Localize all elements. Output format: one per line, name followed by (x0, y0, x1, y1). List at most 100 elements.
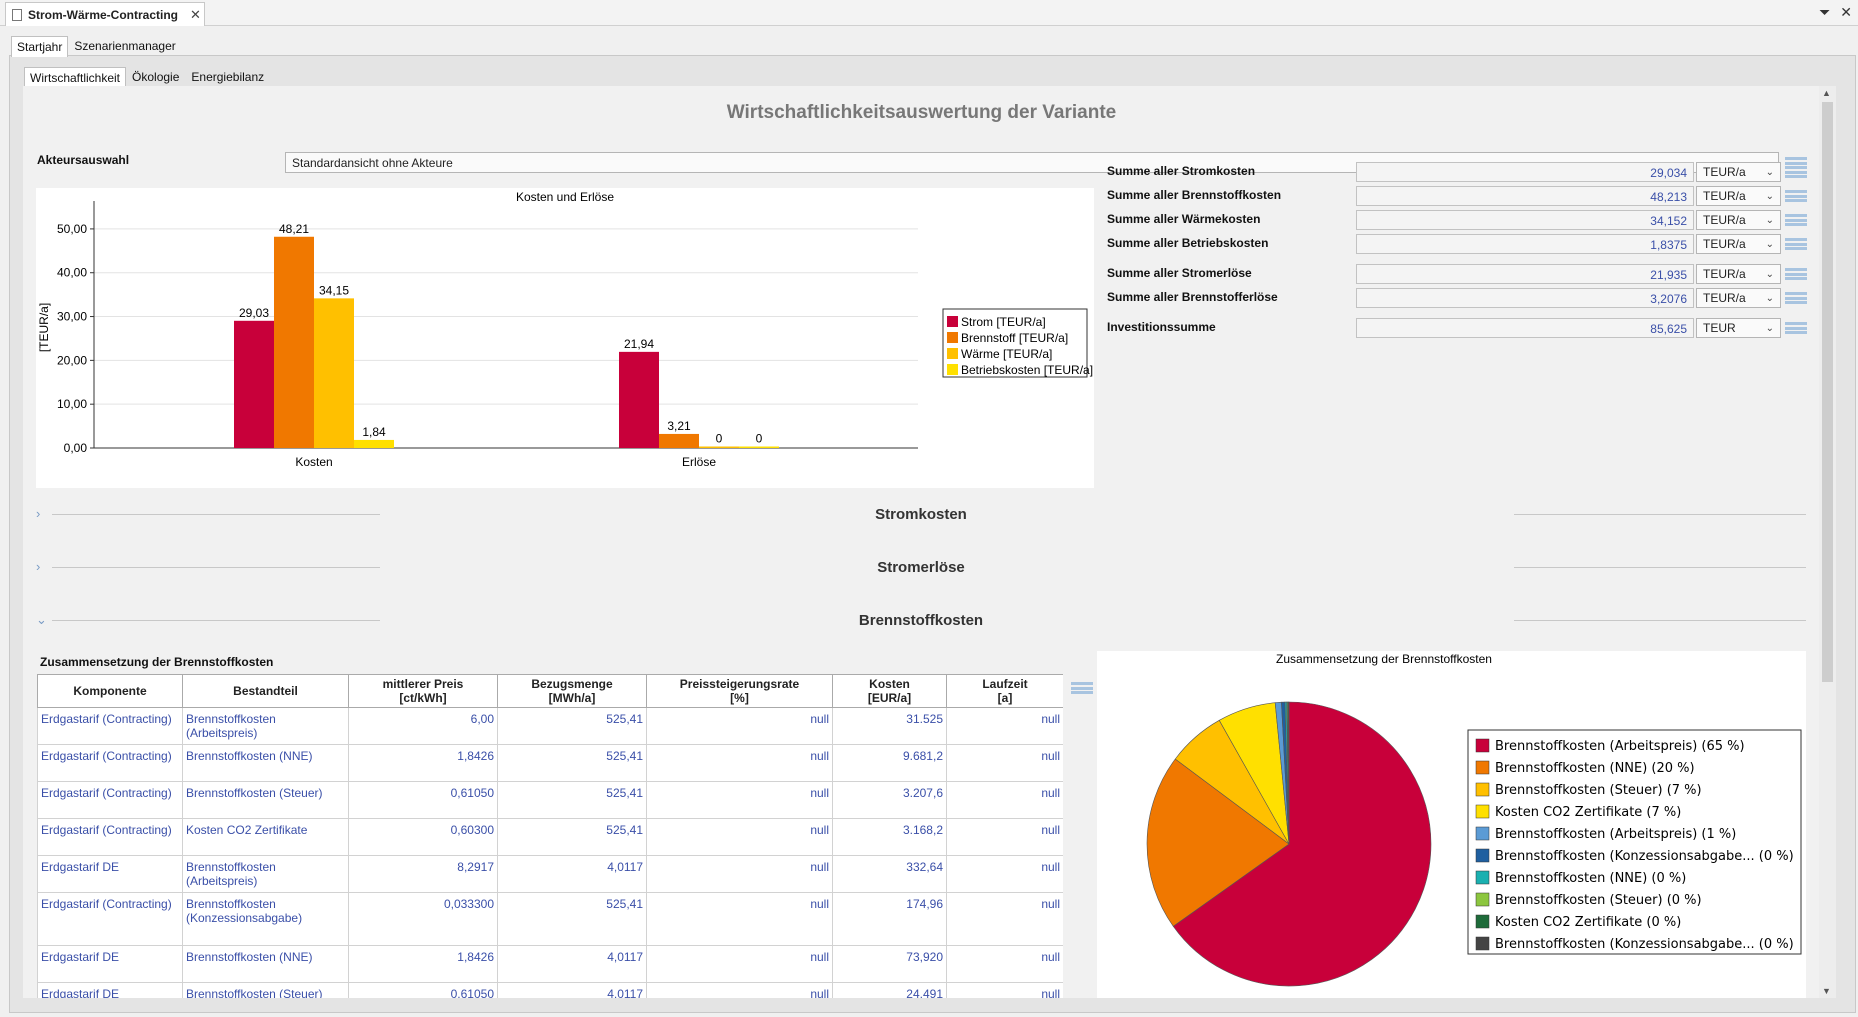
column-header[interactable]: Bezugsmenge [MWh/a] (497, 674, 647, 708)
section-stromerloese[interactable]: › Stromerlöse (36, 553, 1806, 583)
summary-unit-select-summe-aller-stromkosten[interactable]: TEUR/a ⌄ (1696, 162, 1781, 182)
table-cell[interactable]: Brennstoffkosten (Steuer) (182, 982, 349, 998)
summary-menu-icon[interactable] (1785, 189, 1807, 203)
table-cell[interactable]: Erdgastarif (Contracting) (37, 818, 183, 856)
chart-title: Kosten und Erlöse (516, 190, 614, 204)
summary-unit-select-investitionssumme[interactable]: TEUR ⌄ (1696, 318, 1781, 338)
summary-value-summe-aller-brennstofferl-se: 3,2076 (1356, 288, 1694, 308)
summary-menu-icon[interactable] (1785, 321, 1807, 335)
pie-legend-swatch (1475, 936, 1490, 951)
summary-menu-icon[interactable] (1785, 237, 1807, 251)
column-header[interactable]: Komponente (37, 674, 183, 708)
y-tick-label: 0,00 (64, 441, 88, 455)
bar-wärme (699, 446, 739, 448)
table-cell[interactable]: Brennstoffkosten (Steuer) (182, 781, 349, 819)
pie-title: Zusammensetzung der Brennstoffkosten (1276, 652, 1492, 666)
y-axis-label: [TEUR/a] (37, 303, 51, 352)
unit-value: TEUR/a (1703, 213, 1746, 227)
summary-unit-select-summe-aller-stromerl-se[interactable]: TEUR/a ⌄ (1696, 264, 1781, 284)
table-cell: null (646, 781, 833, 819)
table-cell: 1,8426 (348, 945, 498, 983)
expand-chevron-icon[interactable]: › (36, 506, 41, 521)
scrollbar-thumb[interactable] (1822, 102, 1833, 682)
table-cell[interactable]: Erdgastarif DE (37, 945, 183, 983)
table-row[interactable]: Erdgastarif DE Brennstoffkosten (Steuer) 0… (37, 982, 1063, 998)
scroll-down-icon[interactable]: ▼ (1822, 986, 1831, 996)
pie-slice (1172, 701, 1432, 987)
page-title: Wirtschaftlichkeitsauswertung der Varian… (726, 102, 1117, 123)
chevron-down-icon: ⌄ (1765, 166, 1774, 178)
tab-oekologie[interactable]: Ökologie (132, 70, 180, 84)
table-row[interactable]: Erdgastarif (Contracting) Brennstoffkoste… (37, 744, 1063, 782)
bar-betriebskosten (354, 439, 394, 448)
table-cell[interactable]: Erdgastarif DE (37, 855, 183, 893)
table-cell: null (646, 818, 833, 856)
table-row[interactable]: Erdgastarif DE Brennstoffkosten (Arbeitsp… (37, 855, 1063, 893)
view-menu-icon[interactable]: ⏷ (1819, 4, 1831, 20)
table-cell: null (946, 818, 1063, 856)
table-cell[interactable]: Brennstoffkosten (Arbeitspreis) (182, 707, 349, 745)
legend-swatch (947, 316, 958, 327)
collapse-chevron-icon[interactable]: ⌄ (36, 612, 47, 627)
summary-unit-select-summe-aller-brennstoffkosten[interactable]: TEUR/a ⌄ (1696, 186, 1781, 206)
summary-value-summe-aller-brennstoffkosten: 48,213 (1356, 186, 1694, 206)
section-stromkosten[interactable]: › Stromkosten (36, 500, 1806, 530)
summary-unit-select-summe-aller-betriebskosten[interactable]: TEUR/a ⌄ (1696, 234, 1781, 254)
table-row[interactable]: Erdgastarif (Contracting) Brennstoffkoste… (37, 781, 1063, 819)
table-cell[interactable]: Kosten CO2 Zertifikate (182, 818, 349, 856)
summary-menu-icon[interactable] (1785, 291, 1807, 305)
section-brennstoffkosten[interactable]: ⌄ Brennstoffkosten (36, 606, 1806, 636)
expand-chevron-icon[interactable]: › (36, 559, 41, 574)
tab-wirtschaftlichkeit[interactable]: Wirtschaftlichkeit (24, 67, 127, 88)
table-cell[interactable]: Erdgastarif (Contracting) (37, 781, 183, 819)
table-menu-icon[interactable] (1071, 681, 1093, 695)
table-header-row: Komponente Bestandteil mittlerer Preis [ct/… (37, 674, 1063, 708)
table-cell: 332,64 (832, 855, 947, 893)
summary-value-summe-aller-stromerl-se: 21,935 (1356, 264, 1694, 284)
column-header[interactable]: Laufzeit [a] (946, 674, 1063, 708)
vertical-scrollbar[interactable]: ▲ ▼ (1819, 86, 1836, 998)
window-tab-bar (0, 0, 1858, 26)
summary-menu-icon[interactable] (1785, 213, 1807, 227)
table-cell: 73,920 (832, 945, 947, 983)
summary-menu-icon[interactable] (1785, 267, 1807, 281)
tab-energiebilanz[interactable]: Energiebilanz (191, 70, 265, 84)
table-cell: null (646, 855, 833, 893)
scroll-up-icon[interactable]: ▲ (1822, 88, 1831, 98)
tab-startjahr[interactable]: Startjahr (11, 36, 69, 57)
summary-unit-select-summe-aller-brennstofferl-se[interactable]: TEUR/a ⌄ (1696, 288, 1781, 308)
summary-menu-icon[interactable] (1785, 165, 1807, 179)
legend-swatch (947, 332, 958, 343)
y-tick-label: 50,00 (57, 222, 87, 236)
table-cell[interactable]: Brennstoffkosten (NNE) (182, 744, 349, 782)
table-cell[interactable]: Brennstoffkosten (NNE) (182, 945, 349, 983)
table-cell[interactable]: Erdgastarif (Contracting) (37, 707, 183, 745)
table-row[interactable]: Erdgastarif DE Brennstoffkosten (NNE) 1,84… (37, 945, 1063, 983)
table-cell[interactable]: Erdgastarif DE (37, 982, 183, 998)
summary-label-summe-aller-w-rmekosten: Summe aller Wärmekosten (1107, 212, 1261, 226)
tab-szenarienmanager[interactable]: Szenarienmanager (74, 39, 176, 53)
table-row[interactable]: Erdgastarif (Contracting) Kosten CO2 Zert… (37, 818, 1063, 856)
close-window-icon[interactable]: ✕ (1840, 4, 1852, 20)
column-header[interactable]: Kosten [EUR/a] (832, 674, 947, 708)
summary-unit-select-summe-aller-w-rmekosten[interactable]: TEUR/a ⌄ (1696, 210, 1781, 230)
column-header[interactable]: mittlerer Preis [ct/kWh] (348, 674, 498, 708)
bar-value-label: 3,21 (667, 419, 691, 433)
column-header[interactable]: Bestandteil (182, 674, 349, 708)
table-cell: 8,2917 (348, 855, 498, 893)
bar-value-label: 21,94 (624, 337, 654, 351)
table-cell[interactable]: Erdgastarif (Contracting) (37, 892, 183, 946)
pie-legend-label: Brennstoffkosten (Arbeitspreis) (1 %) (1495, 827, 1736, 842)
table-cell: 525,41 (497, 707, 647, 745)
close-tab-icon[interactable]: ✕ (190, 6, 201, 22)
table-cell: 24,491 (832, 982, 947, 998)
column-header[interactable]: Preissteigerungsrate [%] (646, 674, 833, 708)
document-tab[interactable]: Strom-Wärme-Contracting ✕ (5, 2, 205, 26)
inner-tabs: Wirtschaftlichkeit Ökologie Energiebilan… (24, 66, 270, 88)
table-row[interactable]: Erdgastarif (Contracting) Brennstoffkoste… (37, 892, 1063, 946)
table-row[interactable]: Erdgastarif (Contracting) Brennstoffkoste… (37, 707, 1063, 745)
table-cell[interactable]: Erdgastarif (Contracting) (37, 744, 183, 782)
table-cell[interactable]: Brennstoffkosten (Arbeitspreis) (182, 855, 349, 893)
table-cell: 525,41 (497, 818, 647, 856)
table-cell[interactable]: Brennstoffkosten (Konzessionsabgabe) (182, 892, 349, 946)
